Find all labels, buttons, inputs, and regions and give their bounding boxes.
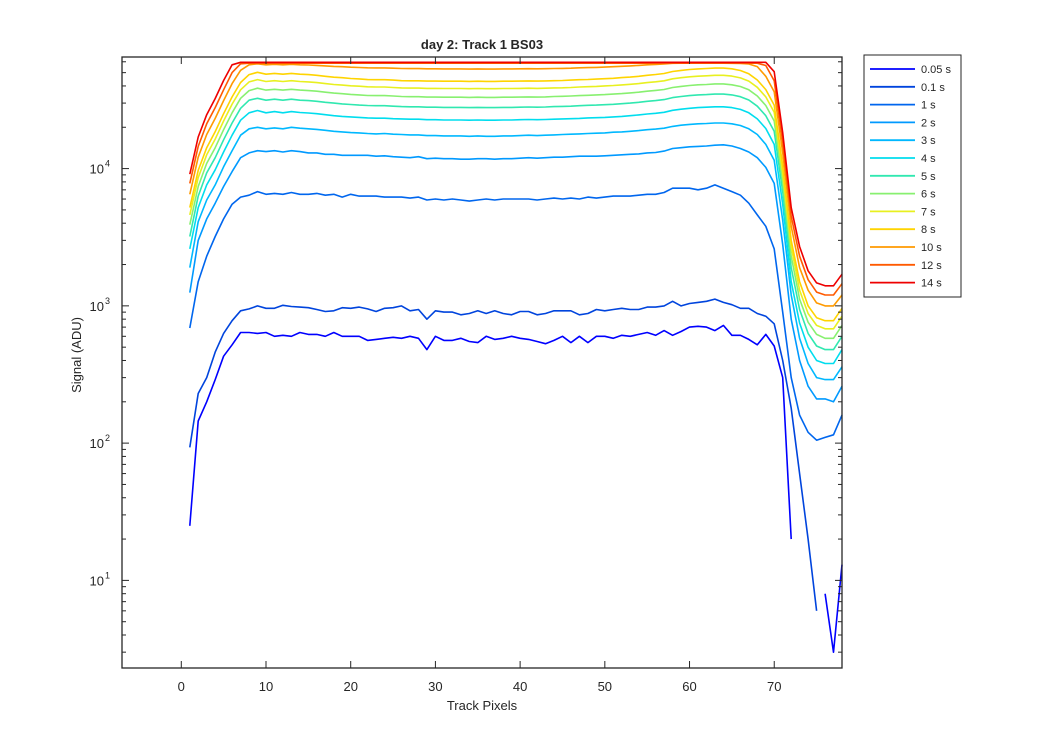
y-tick-exponent: 2 — [105, 433, 110, 443]
legend-item: 8 s — [870, 224, 936, 236]
series-line — [189, 144, 843, 403]
legend: 0.05 s 0.1 s 1 s 2 s 3 s 4 s 5 s 6 s 7 s 8 s 10 s 1… — [863, 54, 962, 298]
y-tick-base: 10 — [90, 299, 104, 314]
x-axis-ticks: 0 10 20 30 40 50 60 70 — [178, 57, 781, 694]
series-line — [189, 184, 843, 441]
axes-box — [121, 56, 843, 669]
legend-label: 4 s — [921, 153, 936, 165]
x-tick-label: 60 — [682, 679, 696, 694]
legend-label: 10 s — [921, 242, 942, 254]
legend-item: 5 s — [870, 171, 936, 183]
legend-label: 14 s — [921, 278, 942, 290]
plot-background — [122, 57, 842, 668]
y-tick-label: 10 4 — [90, 159, 110, 177]
x-tick-label: 50 — [598, 679, 612, 694]
legend-item: 0.05 s — [870, 64, 951, 76]
y-tick-exponent: 3 — [105, 296, 110, 306]
legend-items: 0.05 s 0.1 s 1 s 2 s 3 s 4 s 5 s 6 s 7 s 8 s 10 s 1… — [870, 64, 951, 290]
y-tick-exponent: 1 — [105, 570, 110, 580]
series-line — [189, 122, 843, 381]
legend-item: 1 s — [870, 100, 936, 112]
x-axis-label: Track Pixels — [447, 698, 518, 713]
series-line — [189, 83, 843, 340]
legend-item: 6 s — [870, 189, 936, 201]
legend-item: 0.1 s — [870, 82, 945, 94]
legend-item: 12 s — [870, 260, 942, 272]
x-tick-label: 70 — [767, 679, 781, 694]
legend-label: 12 s — [921, 260, 942, 272]
series-line — [189, 106, 843, 365]
legend-item: 3 s — [870, 135, 936, 147]
series-line — [189, 61, 843, 287]
y-tick-base: 10 — [90, 162, 104, 177]
y-tick-exponent: 4 — [105, 159, 110, 169]
legend-label: 0.1 s — [921, 82, 945, 94]
x-tick-label: 0 — [178, 679, 185, 694]
legend-label: 5 s — [921, 171, 936, 183]
series-line — [189, 67, 843, 322]
legend-label: 2 s — [921, 117, 936, 129]
series-line — [189, 298, 818, 611]
legend-label: 7 s — [921, 206, 936, 218]
legend-label: 1 s — [921, 100, 936, 112]
legend-item: 4 s — [870, 153, 936, 165]
x-tick-label: 30 — [428, 679, 442, 694]
legend-label: 3 s — [921, 135, 936, 147]
legend-item: 14 s — [870, 278, 942, 290]
series-line — [189, 62, 843, 296]
series-line — [189, 74, 843, 330]
legend-label: 0.05 s — [921, 64, 951, 76]
x-tick-label: 20 — [343, 679, 357, 694]
legend-item: 7 s — [870, 206, 936, 218]
y-tick-label: 10 2 — [90, 433, 110, 451]
legend-item: 2 s — [870, 117, 936, 129]
x-tick-label: 10 — [259, 679, 273, 694]
y-tick-base: 10 — [90, 573, 104, 588]
y-tick-label: 10 1 — [90, 570, 110, 588]
chart-title: day 2: Track 1 BS03 — [421, 37, 543, 52]
y-axis-label: Signal (ADU) — [69, 317, 84, 393]
legend-label: 6 s — [921, 189, 936, 201]
x-tick-label: 40 — [513, 679, 527, 694]
y-tick-base: 10 — [90, 436, 104, 451]
legend-label: 8 s — [921, 224, 936, 236]
series-layer — [189, 61, 843, 653]
series-line — [189, 93, 843, 351]
y-tick-label: 10 3 — [90, 296, 110, 314]
legend-item: 10 s — [870, 242, 942, 254]
